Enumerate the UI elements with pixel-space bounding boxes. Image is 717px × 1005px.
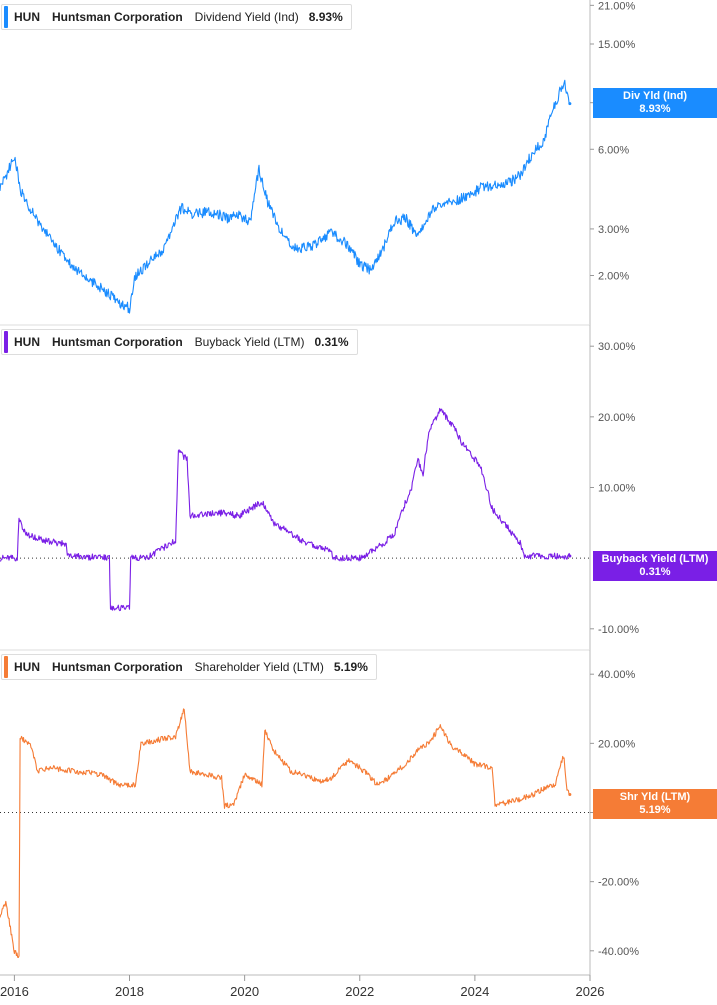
- legend-buyback-yield[interactable]: HUN Huntsman Corporation Buyback Yield (…: [1, 329, 358, 355]
- y-tick-label: 21.00%: [598, 0, 636, 12]
- series-color-swatch: [4, 656, 8, 678]
- y-tick-label: 3.00%: [598, 224, 629, 236]
- legend-ticker: HUN: [14, 10, 40, 24]
- x-tick-label: 2026: [576, 984, 605, 999]
- chart-panel-0: 21.00%15.00%9.00%6.00%3.00%2.00%: [0, 0, 636, 325]
- x-tick-label: 2016: [0, 984, 29, 999]
- legend-ticker: HUN: [14, 335, 40, 349]
- series-line-shareholder: [0, 708, 571, 959]
- legend-shareholder-yield[interactable]: HUN Huntsman Corporation Shareholder Yie…: [1, 654, 377, 680]
- series-color-swatch: [4, 6, 8, 28]
- y-tick-label: 15.00%: [598, 39, 636, 51]
- y-tick-label: 20.00%: [598, 738, 636, 750]
- series-line-div: [0, 79, 571, 314]
- chart-panel-1: 30.00% 20.00% 10.00% -10.00%: [0, 324, 639, 650]
- chart-panel-2: 40.00%20.00%0.00%-20.00%-40.00%: [0, 649, 639, 975]
- legend-ticker: HUN: [14, 660, 40, 674]
- x-tick-label: 2024: [460, 984, 489, 999]
- y-tick-label: 40.00%: [598, 669, 636, 681]
- badge-value: 5.19%: [639, 804, 671, 816]
- y-tick-label: -40.00%: [598, 946, 639, 958]
- last-value-point: [568, 554, 572, 558]
- legend-value: 5.19%: [333, 660, 368, 674]
- y-tick-label: 20.00%: [598, 412, 636, 424]
- badge-label: Buyback Yield (LTM): [601, 553, 709, 565]
- y-tick-label: -20.00%: [598, 877, 639, 889]
- badge-buyback-yield: Buyback Yield (LTM) 0.31%: [593, 551, 717, 581]
- y-tick-label: 2.00%: [598, 271, 629, 283]
- badge-shareholder-yield: Shr Yld (LTM) 5.19%: [593, 789, 717, 819]
- legend-company: Huntsman Corporation: [52, 10, 183, 24]
- y-tick-label: 30.00%: [598, 341, 636, 353]
- legend-value: 0.31%: [314, 335, 349, 349]
- y-tick-label: 6.00%: [598, 144, 629, 156]
- legend-company: Huntsman Corporation: [52, 660, 183, 674]
- y-tick-label: 10.00%: [598, 483, 636, 495]
- series-color-swatch: [4, 331, 8, 353]
- legend-value: 8.93%: [308, 10, 343, 24]
- last-value-point: [568, 793, 572, 797]
- badge-dividend-yield: Div Yld (Ind) 8.93%: [593, 88, 717, 118]
- last-value-point: [568, 102, 572, 106]
- y-tick-label: -10.00%: [598, 624, 639, 636]
- x-tick-label: 2018: [115, 984, 144, 999]
- series-line-buyback: [0, 407, 571, 612]
- legend-company: Huntsman Corporation: [52, 335, 183, 349]
- badge-value: 8.93%: [639, 103, 671, 115]
- badge-value: 0.31%: [639, 566, 671, 578]
- x-tick-label: 2020: [230, 984, 259, 999]
- badge-label: Shr Yld (LTM): [619, 791, 691, 803]
- legend-dividend-yield[interactable]: HUN Huntsman Corporation Dividend Yield …: [1, 4, 352, 30]
- legend-metric: Shareholder Yield (LTM): [194, 660, 324, 674]
- badge-label: Div Yld (Ind): [623, 90, 687, 102]
- x-tick-label: 2022: [345, 984, 374, 999]
- legend-metric: Dividend Yield (Ind): [194, 10, 299, 24]
- legend-metric: Buyback Yield (LTM): [194, 335, 305, 349]
